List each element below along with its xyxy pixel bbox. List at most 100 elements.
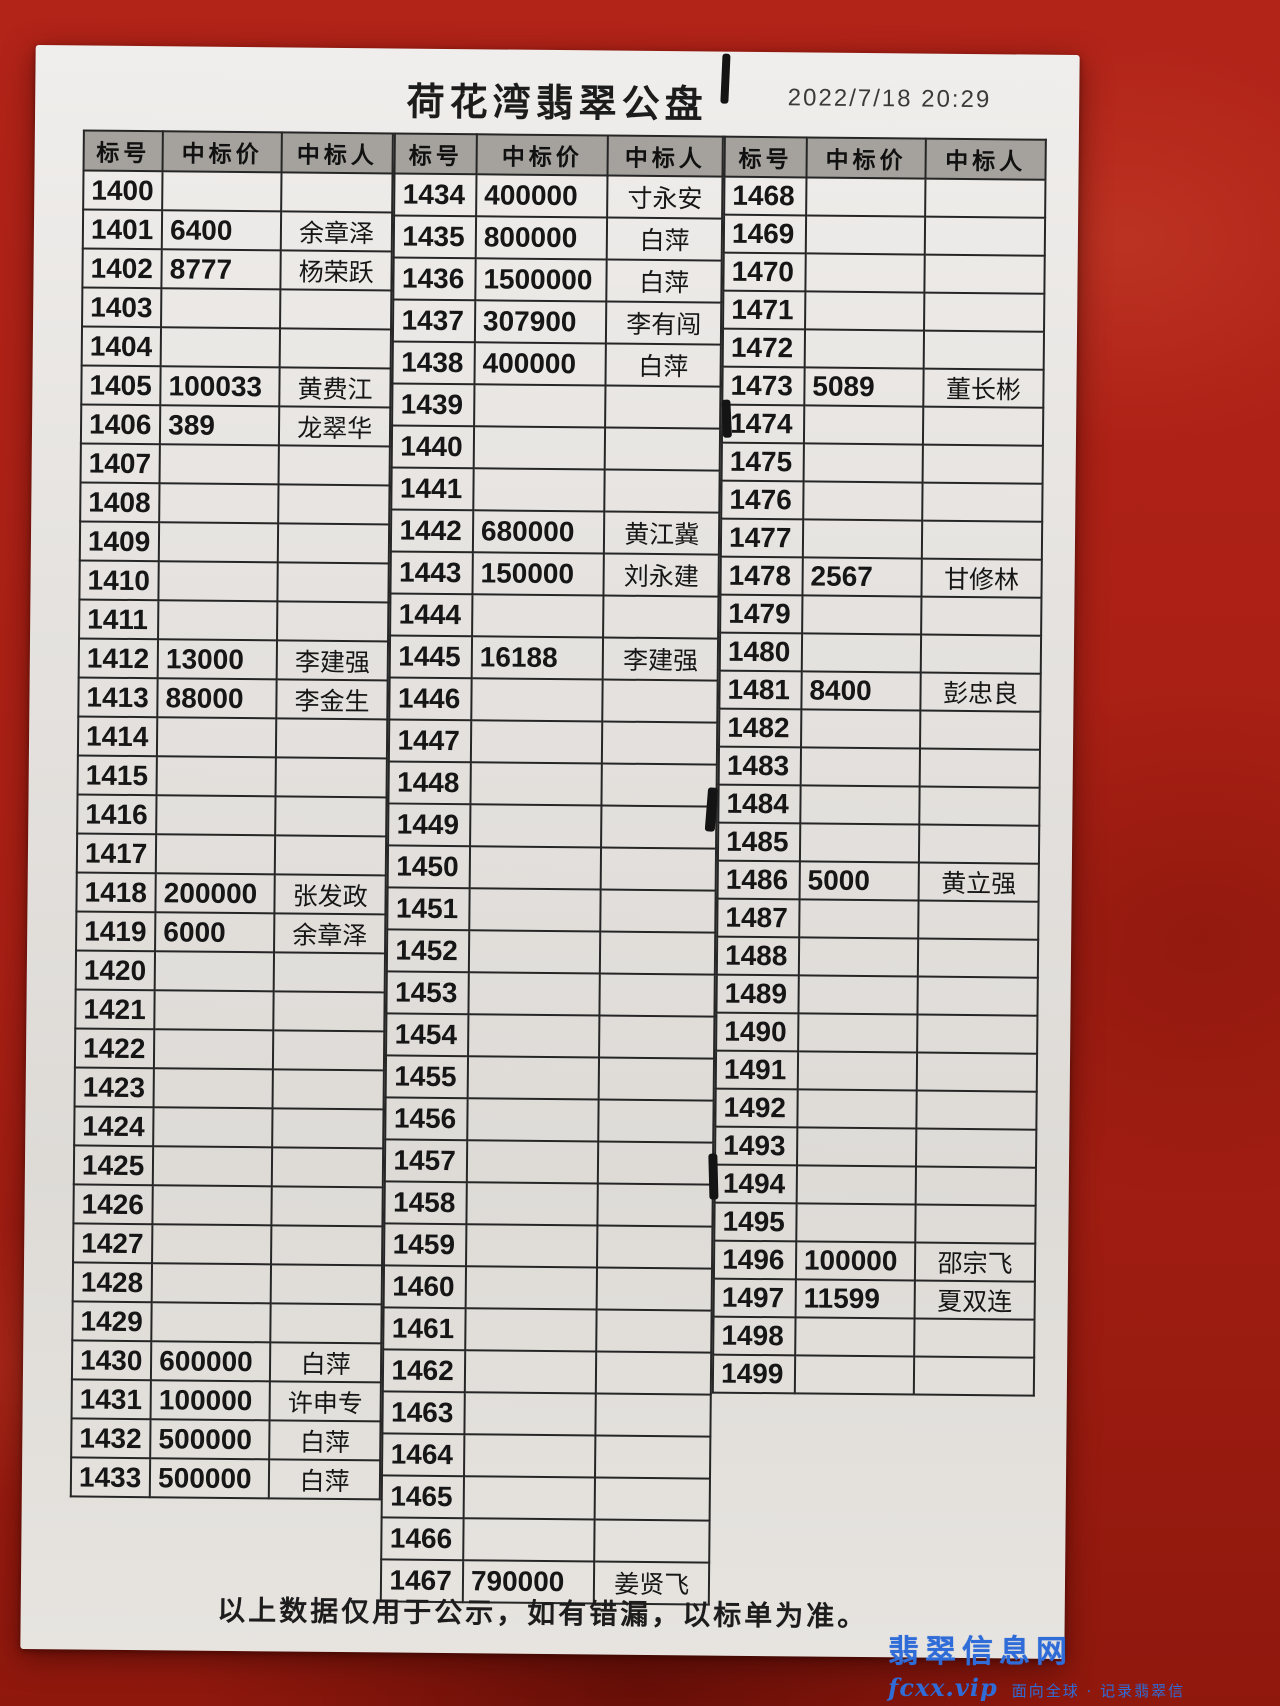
cell-winning-price	[801, 633, 922, 673]
cell-winning-price	[469, 888, 601, 932]
cell-bid-number: 1493	[715, 1126, 798, 1166]
cell-winning-price: 389	[160, 405, 280, 446]
table-row: 1406 389 龙翠华	[80, 404, 391, 447]
cell-winning-price	[794, 1355, 915, 1395]
cell-winning-price	[467, 1056, 600, 1100]
cell-winner-name	[915, 1166, 1036, 1206]
cell-bid-number: 1408	[80, 482, 160, 523]
cell-winning-price: 400000	[474, 342, 607, 386]
cell-bid-number: 1405	[81, 365, 161, 406]
table-row: 1422	[74, 1028, 385, 1071]
table-row: 1482	[719, 708, 1041, 750]
cell-winning-price	[464, 1350, 597, 1394]
table-row: 1469	[723, 214, 1046, 256]
cell-winning-price	[467, 1098, 599, 1142]
cell-bid-number: 1431	[71, 1379, 152, 1420]
cell-bid-number: 1478	[720, 556, 803, 596]
cell-winning-price	[797, 1089, 917, 1129]
cell-winner-name	[595, 1435, 711, 1479]
cell-winning-price: 600000	[151, 1341, 271, 1382]
cell-winner-name	[917, 976, 1038, 1016]
column-header: 中标人	[925, 138, 1046, 180]
cell-bid-number: 1453	[386, 971, 469, 1015]
cell-bid-number: 1479	[720, 594, 803, 634]
cell-winner-name: 邵宗飞	[914, 1242, 1036, 1282]
cell-winner-name	[601, 763, 717, 807]
cell-winning-price: 1500000	[475, 258, 608, 302]
table-row: 1487	[717, 898, 1039, 940]
table-row: 1448	[388, 761, 717, 807]
cell-bid-number: 1486	[717, 860, 800, 900]
table-row: 1441	[391, 467, 720, 513]
cell-winning-price: 100000	[150, 1380, 270, 1421]
table-row: 1444	[390, 593, 719, 639]
cell-bid-number: 1485	[718, 822, 801, 862]
table-row: 1498	[713, 1316, 1035, 1358]
cell-winner-name	[279, 289, 392, 330]
cell-winning-price	[471, 594, 604, 638]
cell-winner-name	[604, 469, 720, 513]
cell-bid-number: 1468	[724, 176, 807, 216]
cell-bid-number: 1425	[73, 1145, 154, 1186]
cell-winner-name	[598, 1141, 714, 1185]
table-row: 1404	[81, 326, 392, 369]
cell-winning-price	[159, 444, 279, 485]
cell-winning-price	[800, 785, 920, 825]
cell-bid-number: 1409	[79, 521, 160, 562]
cell-winning-price	[155, 834, 275, 875]
table-row: 1471	[723, 290, 1045, 332]
cell-winner-name	[598, 1057, 715, 1101]
cell-winner-name	[921, 520, 1043, 560]
cell-winner-name	[918, 900, 1039, 940]
cell-winner-name	[919, 786, 1040, 826]
cell-bid-number: 1422	[74, 1028, 155, 1069]
table-row: 1405 100033 黄费江	[81, 365, 392, 408]
table-row: 1431 100000 许申专	[71, 1379, 382, 1422]
cell-winner-name	[915, 1204, 1036, 1244]
table-row: 1427	[73, 1223, 383, 1266]
cell-winner-name: 白萍	[605, 343, 721, 387]
column-header: 中标人	[281, 132, 394, 174]
cell-winning-price	[469, 804, 602, 848]
header-row: 标号 中标价 中标人	[83, 130, 394, 174]
table-row: 1423	[74, 1067, 385, 1110]
cell-bid-number: 1446	[389, 677, 472, 721]
watermark-url: fcxx.vip	[888, 1673, 998, 1702]
cell-winning-price: 88000	[157, 678, 277, 719]
cell-winning-price	[154, 990, 274, 1031]
cell-winner-name: 杨荣跃	[280, 250, 393, 291]
cell-bid-number: 1487	[717, 898, 800, 938]
table-row: 1497 11599 夏双连	[713, 1278, 1035, 1320]
table-row: 1402 8777 杨荣跃	[82, 248, 393, 291]
cell-winning-price	[151, 1263, 271, 1304]
cell-bid-number: 1464	[382, 1433, 465, 1477]
cell-winning-price	[151, 1302, 271, 1343]
table-row: 1432 500000 白萍	[71, 1418, 381, 1461]
table-row: 1400	[83, 170, 393, 213]
cell-winner-name	[596, 1351, 712, 1395]
table-row: 1403	[82, 287, 392, 330]
cell-bid-number: 1490	[716, 1012, 799, 1052]
cell-winner-name	[596, 1267, 713, 1311]
table-row: 1430 600000 白萍	[71, 1340, 382, 1383]
cell-bid-number: 1484	[718, 784, 801, 824]
cell-bid-number: 1442	[391, 509, 474, 553]
cell-bid-number: 1457	[385, 1139, 468, 1183]
cell-winner-name: 董长彬	[923, 368, 1044, 408]
cell-winner-name: 彭忠良	[920, 672, 1041, 712]
cell-winner-name: 余章泽	[273, 913, 386, 954]
table-row: 1488	[716, 936, 1039, 978]
bid-tables-container: 标号 中标价 中标人 1400 1401 6400 余章泽 1402 8777 杨荣跃 1403 14…	[69, 129, 1047, 1608]
cell-winner-name	[600, 931, 716, 975]
cell-winner-name	[605, 385, 721, 429]
cell-winning-price	[470, 762, 603, 806]
column-header: 标号	[83, 130, 164, 172]
cell-winner-name: 李建强	[276, 640, 389, 681]
cell-winning-price: 5089	[804, 367, 924, 407]
table-row: 1445 16188 李建强	[390, 635, 719, 681]
cell-winner-name	[280, 172, 393, 213]
column-header: 中标价	[806, 137, 926, 179]
cell-winner-name	[274, 835, 387, 876]
table-row: 1429	[72, 1301, 383, 1344]
